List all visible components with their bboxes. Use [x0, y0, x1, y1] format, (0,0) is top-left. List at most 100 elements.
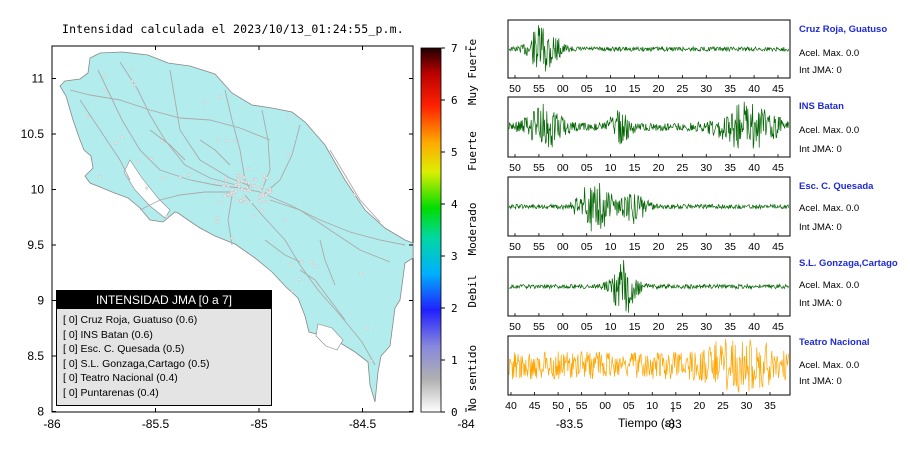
station-accel: Acel. Max. 0.0	[799, 360, 860, 371]
station-jma: Int JMA: 0	[799, 222, 842, 233]
station-dot	[249, 200, 254, 204]
station-dot	[252, 214, 256, 218]
station-dot	[136, 159, 140, 163]
station-accel: Acel. Max. 0.0	[799, 203, 860, 214]
waveform-panel: 50 55 00 05 10 15 20 25 30 35 40 45	[507, 256, 791, 333]
costa-rica-land	[59, 51, 414, 403]
time-tick-label: 55	[533, 83, 545, 95]
time-tick-label: 35	[724, 321, 736, 333]
station-dot	[262, 174, 267, 178]
station-dot	[369, 359, 373, 363]
waveform-panel: 50 55 00 05 10 15 20 25 30 35 40 45	[507, 19, 791, 95]
station-dot	[359, 271, 363, 275]
station-dot	[232, 194, 236, 198]
station-dot	[310, 260, 314, 264]
station-dot	[230, 188, 234, 192]
legend-row: [ 0] S.L. Gonzaga,Cartago (0.5)	[63, 357, 210, 370]
time-tick-label: 40	[505, 400, 517, 412]
legend-header: INTENSIDAD JMA [0 a 7]	[57, 291, 271, 309]
time-tick-label: 55	[533, 162, 545, 174]
station-dot	[261, 194, 265, 198]
map-axes: -86 -85.5 -85 -84.5 -84 -83.5 -83 11 10.5 10 9.5 9 8…	[21, 46, 682, 431]
station-dot	[268, 190, 272, 194]
station-dot	[149, 157, 153, 161]
waveform-trace	[508, 338, 789, 393]
station-dot	[250, 184, 255, 188]
station-dot	[313, 264, 317, 268]
legend-row: [ 0] Teatro Nacional (0.4)	[63, 372, 178, 385]
time-tick-label: 10	[605, 83, 617, 95]
map-x-tick-label: -85	[250, 417, 268, 431]
station-dot	[247, 181, 251, 185]
waveform-panel: 40 45 50 55 00 05 10 15 20 25 30 35	[505, 335, 791, 412]
station-dot	[289, 262, 293, 266]
station-jma: Int JMA: 0	[799, 298, 842, 309]
time-tick-label: 40	[748, 162, 760, 174]
time-tick-label: 35	[724, 241, 736, 253]
station-name: Teatro Nacional	[799, 337, 870, 348]
station-dot	[247, 167, 252, 171]
time-tick-label: 50	[509, 241, 521, 253]
station-dot	[224, 177, 228, 181]
time-tick-label: 15	[629, 321, 641, 333]
map-y-tick-label: 11	[32, 72, 45, 86]
station-dot	[254, 178, 258, 182]
station-dot	[165, 214, 169, 219]
station-dot	[237, 182, 241, 186]
station-dot	[222, 184, 226, 188]
time-tick-label: 45	[772, 83, 784, 95]
time-tick-label: 40	[748, 83, 760, 95]
station-dot	[365, 326, 369, 330]
station-dot	[260, 209, 264, 213]
station-dot	[242, 175, 246, 180]
station-name: S.L. Gonzaga,Cartago	[799, 258, 898, 269]
station-dot	[230, 236, 234, 240]
time-tick-label: 15	[629, 241, 641, 253]
time-tick-label: 50	[509, 321, 521, 333]
time-tick-label: 45	[529, 400, 541, 412]
time-tick-label: 10	[605, 321, 617, 333]
intensity-legend: INTENSIDAD JMA [0 a 7] [ 0] Cruz Roja, G…	[56, 290, 272, 406]
map-y-tick-label: 10.5	[21, 127, 45, 141]
station-accel: Acel. Max. 0.0	[799, 125, 860, 136]
station-dot	[203, 101, 207, 105]
station-dot	[103, 74, 107, 78]
time-tick-label: 15	[629, 162, 641, 174]
station-dot	[104, 88, 108, 93]
time-tick-label: 35	[764, 400, 776, 412]
map-x-tick-label: -84	[457, 417, 475, 431]
time-tick-label: 45	[772, 241, 784, 253]
waveform-trace	[508, 25, 789, 72]
time-tick-label: 00	[557, 83, 569, 95]
time-tick-label: 50	[509, 162, 521, 174]
time-tick-label: 30	[741, 400, 753, 412]
time-tick-label: 10	[646, 400, 658, 412]
map-y-tick-label: 9	[37, 294, 44, 308]
station-dot	[243, 201, 247, 205]
station-dot	[223, 194, 227, 198]
station-dot	[236, 177, 240, 182]
time-tick-label: 05	[623, 400, 635, 412]
station-dot	[291, 289, 295, 293]
station-dot	[226, 193, 231, 197]
station-dot	[257, 187, 261, 191]
time-tick-label: 40	[748, 321, 760, 333]
map-x-tick-label: -86	[43, 417, 61, 431]
station-dot	[239, 199, 243, 203]
station-dot	[264, 199, 268, 204]
station-dot	[265, 176, 269, 180]
station-dot	[145, 186, 149, 190]
station-dot	[239, 174, 244, 178]
map-y-tick-label: 9.5	[27, 238, 44, 252]
time-tick-label: 00	[557, 241, 569, 253]
time-tick-label: 15	[629, 83, 641, 95]
time-tick-label: 40	[748, 241, 760, 253]
time-tick-label: 45	[772, 321, 784, 333]
station-jma: Int JMA: 0	[799, 376, 842, 387]
station-dot	[261, 178, 266, 182]
time-tick-label: 35	[724, 83, 736, 95]
time-tick-label: 15	[670, 400, 682, 412]
station-dot	[160, 139, 164, 143]
station-dot	[216, 138, 220, 142]
